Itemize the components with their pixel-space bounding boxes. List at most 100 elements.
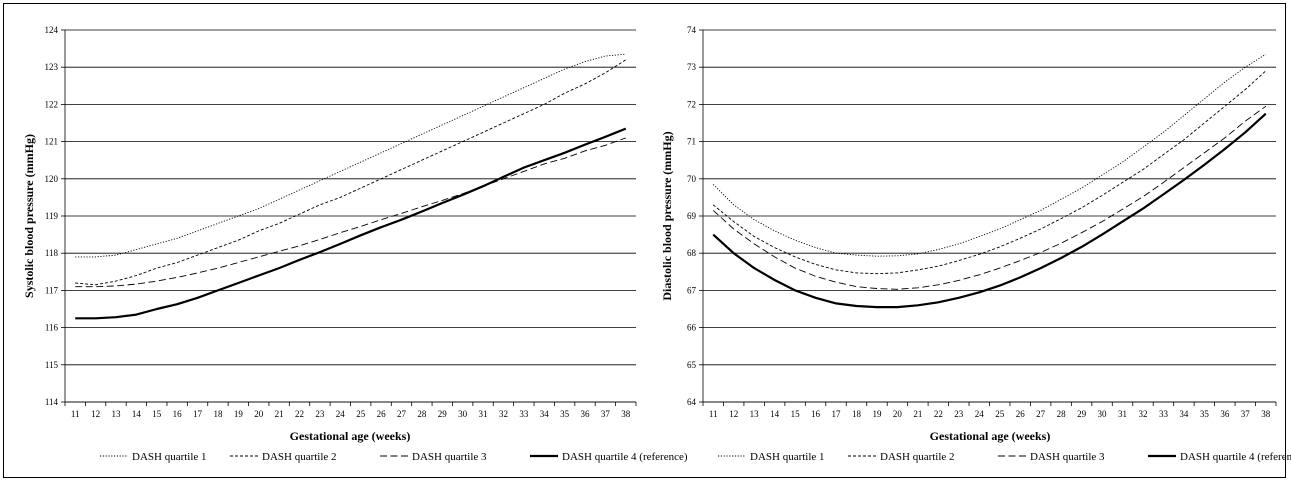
y-tick-label: 66 [687, 323, 697, 333]
x-tick-label: 11 [71, 409, 80, 419]
y-tick-label: 68 [687, 248, 697, 258]
x-tick-label: 34 [540, 409, 550, 419]
figure-frame [3, 3, 1286, 478]
x-tick-label: 20 [254, 409, 264, 419]
x-tick-label: 25 [995, 409, 1005, 419]
x-tick-label: 16 [811, 409, 821, 419]
y-tick-label: 123 [45, 62, 59, 72]
x-tick-label: 35 [1200, 409, 1210, 419]
x-tick-label: 18 [852, 409, 862, 419]
series-line-quartile-2 [712, 70, 1267, 275]
x-tick-label: 37 [1241, 409, 1251, 419]
y-axis-title: Systolic blood pressure (mmHg) [22, 134, 36, 298]
x-tick-label: 23 [954, 409, 964, 419]
y-tick-label: 115 [45, 360, 59, 370]
x-tick-label: 24 [336, 409, 346, 419]
x-tick-label: 17 [193, 409, 203, 419]
y-tick-label: 70 [687, 174, 697, 184]
x-tick-label: 36 [1220, 409, 1230, 419]
x-tick-label: 26 [1016, 409, 1026, 419]
y-tick-label: 74 [687, 25, 697, 35]
x-tick-label: 21 [275, 409, 284, 419]
x-tick-label: 22 [934, 409, 943, 419]
x-tick-label: 20 [893, 409, 903, 419]
legend-label: DASH quartile 2 [880, 451, 955, 463]
x-tick-label: 19 [234, 409, 244, 419]
x-tick-label: 34 [1179, 409, 1189, 419]
y-tick-label: 67 [687, 285, 697, 295]
legend-label: DASH quartile 1 [750, 451, 825, 463]
x-tick-label: 15 [791, 409, 801, 419]
x-tick-label: 33 [1159, 409, 1169, 419]
y-tick-label: 117 [45, 285, 59, 295]
y-tick-label: 65 [687, 360, 697, 370]
y-tick-label: 69 [687, 211, 697, 221]
x-tick-label: 11 [709, 409, 718, 419]
x-tick-label: 13 [750, 409, 760, 419]
y-tick-label: 71 [687, 137, 696, 147]
x-tick-label: 25 [356, 409, 366, 419]
legend-label: DASH quartile 1 [132, 451, 207, 463]
x-tick-label: 19 [872, 409, 882, 419]
series-line-quartile-3 [712, 105, 1267, 290]
y-tick-label: 118 [45, 248, 59, 258]
legend: DASH quartile 1 DASH quartile 2 DASH quart… [718, 451, 1291, 463]
y-tick-label: 120 [45, 174, 59, 184]
y-tick-label: 72 [687, 99, 696, 109]
x-tick-label: 28 [1057, 409, 1067, 419]
x-tick-label: 14 [770, 409, 780, 419]
x-tick-label: 31 [479, 409, 488, 419]
x-tick-label: 35 [560, 409, 570, 419]
chart-2: 64 65 66 67 68 69 70 71 72 73 74 11 12 13 14 15 16 17 18 19… [660, 25, 1291, 463]
x-tick-label: 12 [729, 409, 738, 419]
x-axis-title: Gestational age (weeks) [290, 429, 411, 443]
y-tick-label: 64 [687, 397, 697, 407]
x-axis-title: Gestational age (weeks) [930, 429, 1051, 443]
x-tick-label: 28 [417, 409, 427, 419]
y-tick-label: 73 [687, 62, 697, 72]
series-line-quartile-1 [75, 53, 626, 258]
series-line-quartile-3 [75, 137, 626, 288]
x-tick-label: 13 [111, 409, 121, 419]
x-tick-label: 38 [1261, 409, 1271, 419]
x-tick-label: 29 [438, 409, 448, 419]
x-tick-label: 31 [1118, 409, 1127, 419]
x-tick-label: 24 [975, 409, 985, 419]
y-tick-label: 114 [45, 397, 59, 407]
legend: DASH quartile 1 DASH quartile 2 DASH quart… [100, 451, 688, 463]
y-tick-label: 119 [45, 211, 59, 221]
x-tick-label: 33 [519, 409, 529, 419]
x-tick-label: 26 [377, 409, 387, 419]
legend-label: DASH quartile 2 [262, 451, 337, 463]
x-tick-label: 18 [213, 409, 223, 419]
x-tick-label: 32 [1138, 409, 1147, 419]
chart-1: 114 115 116 117 118 119 120 121 122 123 124 11 12 13 1… [22, 25, 688, 463]
legend-label: DASH quartile 4 (reference) [1180, 451, 1291, 463]
x-tick-label: 30 [1098, 409, 1108, 419]
y-tick-label: 122 [45, 99, 59, 109]
x-tick-label: 29 [1077, 409, 1087, 419]
x-tick-label: 30 [458, 409, 468, 419]
x-tick-label: 32 [499, 409, 508, 419]
x-tick-label: 36 [581, 409, 591, 419]
legend-label: DASH quartile 4 (reference) [562, 451, 688, 463]
legend-label: DASH quartile 3 [1030, 451, 1105, 463]
y-axis-title: Diastolic blood pressure (mmHg) [660, 131, 674, 300]
series-line-quartile-1 [712, 53, 1267, 257]
series-line-quartile-4 [712, 112, 1267, 309]
x-tick-label: 15 [152, 409, 162, 419]
series-line-quartile-4 [75, 127, 627, 320]
x-tick-label: 38 [621, 409, 631, 419]
x-tick-label: 27 [397, 409, 407, 419]
x-tick-label: 27 [1036, 409, 1046, 419]
x-tick-label: 16 [173, 409, 183, 419]
x-tick-label: 37 [601, 409, 611, 419]
legend-label: DASH quartile 3 [412, 451, 487, 463]
y-tick-label: 116 [45, 323, 59, 333]
y-tick-label: 121 [45, 137, 59, 147]
x-tick-label: 14 [132, 409, 142, 419]
x-tick-label: 12 [91, 409, 100, 419]
x-tick-label: 23 [315, 409, 325, 419]
x-tick-label: 22 [295, 409, 304, 419]
